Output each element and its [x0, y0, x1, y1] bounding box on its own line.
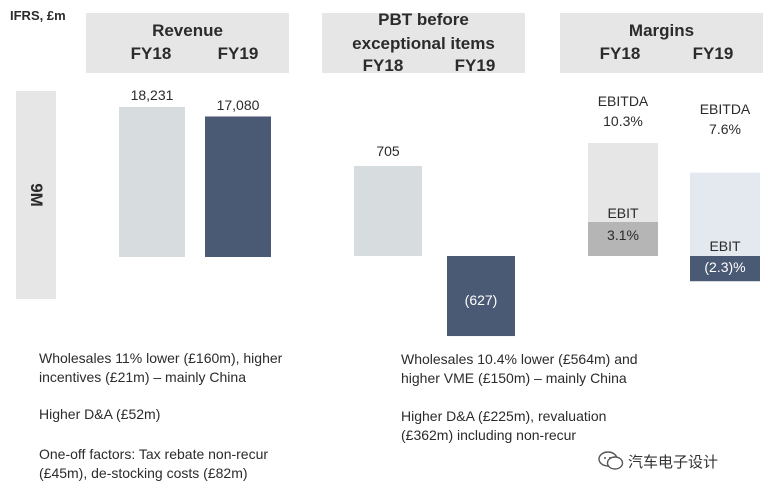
margins-fy18-label: FY18: [599, 44, 641, 63]
fy19-ebitda-name: EBITDA: [699, 101, 751, 117]
revenue-fy19-bar: [205, 116, 271, 258]
fy18-ebitda-name: EBITDA: [597, 93, 649, 109]
revenue-fy19-label: FY19: [217, 44, 259, 63]
revenue-fy18-value: 18,231: [130, 87, 174, 103]
pbt-title-line1: PBT before: [378, 10, 469, 29]
fy19-ebit-value: (2.3)%: [704, 259, 746, 275]
period-panel: 9M: [16, 91, 56, 299]
wechat-icon: [598, 450, 624, 472]
revenue-fy19-value: 17,080: [216, 97, 260, 113]
unit-label: IFRS, £m: [10, 8, 66, 23]
revenue-header-panel: [86, 13, 289, 73]
note-left-3: One-off factors: Tax rebate non-recur (£…: [39, 446, 269, 481]
pbt-fy18-bar: [354, 166, 422, 256]
pbt-header-panel: [322, 13, 525, 73]
fy19-ebit-name: EBIT: [709, 238, 741, 254]
note-right-2: Higher D&A (£225m), revaluation (£362m) …: [401, 408, 607, 443]
note-left-2: Higher D&A (£52m): [39, 406, 161, 422]
margins-header-panel: [560, 13, 763, 73]
fy18-ebit-value: 3.1%: [607, 227, 639, 243]
margin-fy19-ebitda-bar: [690, 172, 760, 256]
revenue-fy18-label: FY18: [130, 44, 172, 63]
watermark-text: 汽车电子设计: [628, 454, 719, 471]
pbt-fy18-label: FY18: [362, 56, 404, 75]
margins-title: Margins: [628, 21, 695, 40]
fy19-ebitda-value: 7.6%: [709, 121, 741, 137]
margin-fy18-ebit-bar: [588, 221, 658, 256]
note-right-1: Wholesales 10.4% lower (£564m) and highe…: [401, 351, 638, 386]
pbt-fy18-value: 705: [376, 143, 400, 159]
pbt-fy19-label: FY19: [454, 56, 496, 75]
fy18-ebit-name: EBIT: [607, 205, 639, 221]
note-left-1: Wholesales 11% lower (£160m), higher inc…: [39, 350, 283, 385]
revenue-title: Revenue: [152, 21, 223, 40]
pbt-fy19-value: (627): [464, 292, 498, 308]
pbt-title-line2: exceptional items: [352, 34, 495, 53]
pbt-fy19-bar: [447, 256, 515, 337]
fy18-ebitda-value: 10.3%: [603, 113, 643, 129]
margins-fy19-label: FY19: [692, 44, 734, 63]
margin-fy19-ebit-bar: [690, 256, 760, 282]
revenue-fy18-bar: [119, 107, 185, 257]
